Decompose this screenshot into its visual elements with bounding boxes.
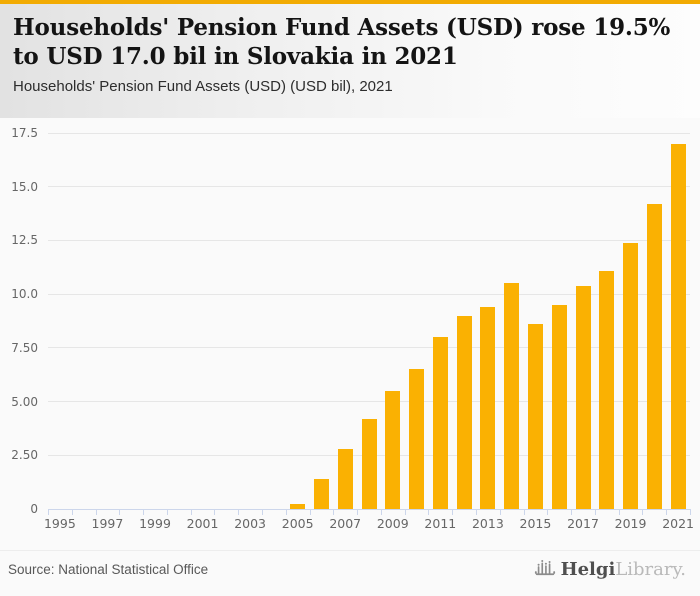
x-axis-tick	[428, 510, 430, 515]
x-axis-tick	[404, 510, 406, 515]
x-axis-tick	[594, 510, 596, 515]
x-axis-line	[48, 509, 691, 510]
x-axis-label: 2007	[329, 516, 362, 531]
x-axis-tick	[285, 510, 287, 515]
x-axis-tick	[690, 510, 691, 515]
bar-chart-logo-icon	[534, 556, 556, 583]
x-axis-label: 2009	[376, 516, 409, 531]
x-axis-tick	[119, 510, 121, 515]
bar-2019[interactable]	[623, 242, 639, 509]
x-axis-label: 2013	[471, 516, 504, 531]
bar-2014[interactable]	[504, 283, 520, 509]
y-axis-label: 7.50	[11, 340, 38, 355]
x-axis-tick	[309, 510, 311, 515]
x-axis-tick	[666, 510, 668, 515]
x-axis-tick	[357, 510, 359, 515]
y-axis-label: 15.0	[11, 179, 38, 194]
gridline	[48, 401, 690, 403]
x-axis-label: 1999	[139, 516, 171, 531]
chart-canvas: 0 2.50 5.00 7.50 10.0 12.5 15.0 17.5 1995 1997 199…	[0, 118, 700, 550]
brand-name-light: Library.	[615, 559, 686, 580]
x-axis-label: 1995	[43, 516, 76, 531]
x-axis-tick	[143, 510, 145, 515]
x-axis-tick	[618, 510, 620, 515]
x-axis-tick	[499, 510, 501, 515]
y-axis-label: 17.5	[11, 126, 38, 140]
page-title: Households' Pension Fund Assets (USD) ro…	[13, 14, 671, 71]
x-axis-tick	[262, 510, 263, 515]
x-axis-tick	[452, 510, 454, 515]
accent-strip	[0, 0, 700, 4]
bar-2017[interactable]	[575, 285, 591, 509]
x-axis-label: 2001	[186, 516, 219, 531]
x-axis-tick	[476, 510, 477, 515]
bar-2006[interactable]	[313, 478, 329, 509]
bar-2021[interactable]	[670, 143, 686, 509]
x-axis-tick	[333, 510, 335, 515]
x-axis-tick	[214, 510, 216, 515]
bar-2013[interactable]	[480, 307, 496, 509]
brand-name-bold: Helgi	[560, 559, 616, 580]
x-axis-label: 2015	[519, 516, 552, 531]
gridline	[48, 132, 690, 134]
source-note: Source: National Statistical Office	[8, 562, 209, 577]
bar-2011[interactable]	[432, 337, 448, 509]
bar-2016[interactable]	[551, 304, 567, 509]
x-axis-label: 2019	[614, 516, 647, 531]
bar-2009[interactable]	[385, 390, 401, 509]
x-axis-label: 2021	[662, 516, 695, 531]
chart-header: Households' Pension Fund Assets (USD) ro…	[0, 4, 700, 118]
x-axis-label: 1997	[91, 516, 124, 531]
bar-2020[interactable]	[646, 203, 662, 509]
gridline	[48, 347, 690, 349]
x-axis-tick	[238, 510, 240, 515]
bar-2005[interactable]	[290, 503, 306, 509]
gridline	[48, 239, 690, 241]
x-axis-tick	[380, 510, 382, 515]
x-axis-tick	[642, 510, 644, 515]
y-axis-label: 0	[30, 502, 38, 516]
x-axis-label: 2011	[424, 516, 457, 531]
x-axis-tick	[166, 510, 168, 515]
bar-2007[interactable]	[337, 448, 353, 509]
bar-2018[interactable]	[599, 270, 615, 509]
footer: Source: National Statistical Office	[0, 550, 700, 596]
bar-2008[interactable]	[361, 418, 377, 509]
x-axis-tick	[190, 510, 192, 515]
helgi-library-logo[interactable]: HelgiLibrary.	[534, 556, 686, 583]
x-axis-label: 2003	[234, 516, 267, 531]
x-axis-tick	[48, 510, 49, 515]
y-axis-label: 12.5	[11, 233, 38, 248]
gridline	[48, 293, 690, 295]
gridline	[48, 186, 690, 188]
y-axis-label: 2.50	[11, 448, 38, 463]
x-axis-tick	[71, 510, 73, 515]
x-axis-tick	[547, 510, 549, 515]
page-subtitle: Households' Pension Fund Assets (USD) (U…	[13, 78, 393, 96]
y-axis-label: 10.0	[11, 287, 38, 302]
x-axis-tick	[523, 510, 525, 515]
bar-2012[interactable]	[456, 315, 472, 509]
x-axis-tick	[571, 510, 573, 515]
brand-name: HelgiLibrary.	[561, 559, 686, 580]
bar-2010[interactable]	[409, 369, 425, 509]
x-axis-label: 2017	[567, 516, 599, 531]
x-axis-label: 2005	[281, 516, 314, 531]
x-axis-tick	[95, 510, 97, 515]
bar-2015[interactable]	[527, 324, 543, 509]
y-axis-label: 5.00	[11, 394, 38, 409]
